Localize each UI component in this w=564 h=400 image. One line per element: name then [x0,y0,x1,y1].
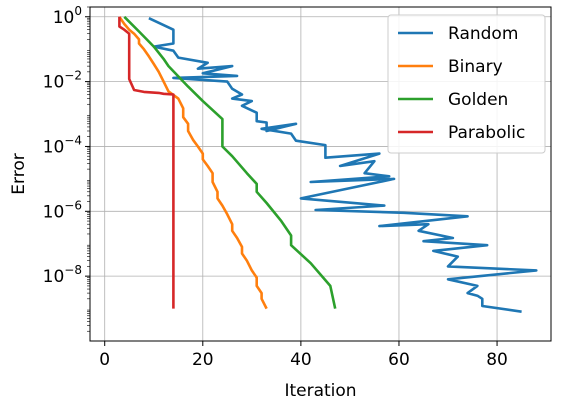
y-axis-label: Error [9,153,29,194]
y-tick-base: 10 [43,137,65,157]
x-tick-label: 80 [486,350,508,370]
y-tick-label: 10−4 [43,133,82,157]
y-tick-exponent: −6 [64,198,82,212]
x-tick-label: 40 [290,350,312,370]
y-tick-base: 10 [53,8,75,28]
x-axis-ticks: 0 20 40 60 80 [99,341,508,370]
x-axis-label: Iteration [284,381,356,400]
y-tick-base: 10 [43,202,65,222]
y-tick-label: 10−8 [43,263,82,287]
y-tick-exponent: −2 [64,69,82,83]
y-tick-exponent: −8 [64,263,82,277]
legend-label-binary: Binary [448,57,503,77]
series-line-random [148,17,538,313]
x-tick-label: 0 [99,350,110,370]
y-tick-label: 100 [53,4,82,28]
x-tick-label: 20 [192,350,214,370]
legend: Random Binary Golden Parabolic [387,14,546,154]
series-lines [118,15,538,313]
series-line-golden [123,15,337,309]
y-tick-exponent: −4 [64,133,82,147]
legend-box [387,14,546,154]
legend-label-parabolic: Parabolic [448,123,525,143]
y-tick-base: 10 [43,73,65,93]
plot-frame [89,6,552,342]
y-tick-exponent: 0 [74,4,82,18]
y-tick-label: 10−2 [43,69,82,93]
series-line-binary [118,16,268,310]
y-tick-label: 10−6 [43,198,82,222]
y-tick-base: 10 [43,267,65,287]
legend-label-random: Random [448,24,518,44]
series-line-parabolic [118,16,175,309]
x-tick-label: 60 [388,350,410,370]
legend-label-golden: Golden [448,90,508,110]
